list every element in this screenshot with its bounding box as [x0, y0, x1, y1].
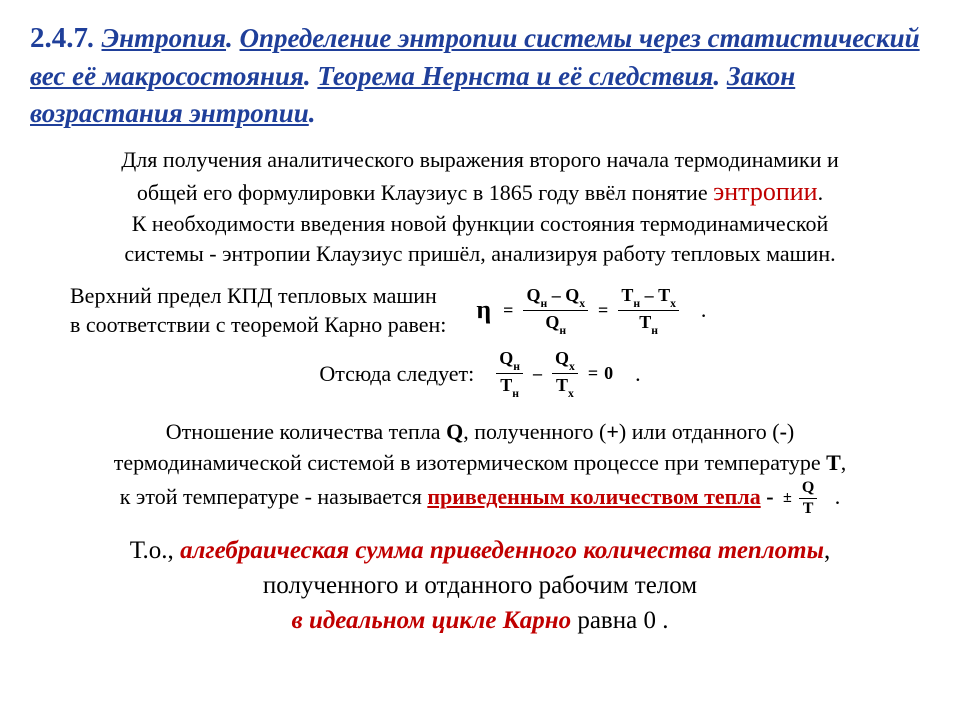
frac-qh-th: Qн Tн	[496, 348, 523, 399]
carnot-block: Верхний предел КПД тепловых машин в соот…	[70, 281, 930, 340]
rel-1a: Отношение количества тепла	[166, 419, 446, 444]
rel-Q: Q	[446, 419, 463, 444]
intro-line-4: системы - энтропии Клаузиус пришёл, анал…	[124, 241, 835, 266]
summary-tail: равна 0 .	[571, 607, 668, 634]
eta-symbol: η	[476, 295, 491, 325]
rel-3b: -	[761, 484, 779, 509]
zero: 0	[604, 363, 613, 384]
minus-op: –	[533, 363, 542, 384]
follows-text: Отсюда следует:	[319, 361, 474, 387]
intro-line-3: К необходимости введения новой функции с…	[132, 211, 829, 236]
frac-q: Qн – Qх Qн	[523, 285, 588, 336]
eta-period: .	[701, 297, 707, 323]
frac-q-bar	[523, 310, 588, 311]
heading-sep-3: .	[713, 61, 727, 91]
slide-page: 2.4.7. Энтропия. Определение энтропии си…	[0, 0, 960, 720]
equals-3: =	[588, 363, 598, 384]
summary-paragraph: Т.о., алгебраическая сумма приведенного …	[30, 533, 930, 638]
eta-formula: η = Qн – Qх Qн = Tн – Tх Tн .	[476, 285, 706, 336]
equals-1: =	[503, 300, 513, 321]
equals-2: =	[598, 300, 608, 321]
summary-comma: ,	[824, 537, 830, 564]
qt-formula: ± Q T	[783, 479, 821, 519]
rel-plus: +	[606, 419, 619, 444]
summary-line-1: алгебраическая сумма приведенного количе…	[180, 537, 824, 564]
heading-dot: .	[88, 23, 102, 53]
intro-line-1: Для получения аналитического выражения в…	[121, 147, 839, 172]
frac-qc-tc: Qх Tх	[552, 348, 578, 399]
intro-line-2b: .	[818, 180, 824, 205]
rel-1b: , полученного (	[463, 419, 606, 444]
intro-paragraph: Для получения аналитического выражения в…	[30, 145, 930, 269]
relation-paragraph: Отношение количества тепла Q, полученног…	[30, 417, 930, 518]
summary-line-2: полученного и отданного рабочим телом	[263, 572, 697, 599]
frac-qt: Q T	[799, 479, 817, 519]
rel-1d: )	[787, 419, 794, 444]
carnot-line-1: Верхний предел КПД тепловых машин	[70, 283, 437, 308]
frac-q-num: Qн – Qх	[523, 285, 588, 309]
heading-sep-4: .	[309, 98, 316, 128]
rel-T: T	[826, 450, 841, 475]
carnot-row: Верхний предел КПД тепловых машин в соот…	[70, 281, 930, 340]
slide-heading: 2.4.7. Энтропия. Определение энтропии си…	[30, 18, 930, 133]
heading-sep-2: .	[304, 61, 318, 91]
frac-t-bar	[618, 310, 679, 311]
heading-sep-1: .	[226, 23, 240, 53]
heading-part-3: Теорема Нернста и её следствия	[317, 61, 713, 91]
rel-2a: термодинамической системой в изотермичес…	[114, 450, 826, 475]
pm-sign: ±	[783, 487, 792, 509]
rel-1c: ) или отданного (	[619, 419, 780, 444]
rel-3a: к этой температуре - называется	[120, 484, 428, 509]
entropy-highlight: энтропии	[713, 177, 818, 206]
rel-period: .	[835, 484, 841, 509]
frac-q-den: Qн	[542, 312, 569, 336]
follows-formula: Qн Tн – Qх Tх = 0 .	[492, 348, 640, 399]
rel-minus: -	[780, 419, 787, 444]
follows-period: .	[635, 361, 641, 387]
follows-row: Отсюда следует: Qн Tн – Qх Tх = 0 .	[30, 348, 930, 399]
rel-2b: ,	[841, 450, 847, 475]
frac-t-num: Tн – Tх	[618, 285, 679, 309]
frac-t-den: Tн	[636, 312, 661, 336]
summary-line-3: в идеальном цикле Карно	[292, 607, 572, 634]
section-number: 2.4.7	[30, 22, 88, 54]
intro-line-2a: общей его формулировки Клаузиус в 1865 г…	[137, 180, 713, 205]
carnot-text: Верхний предел КПД тепловых машин в соот…	[70, 281, 446, 340]
reduced-heat-term: приведенным количеством тепла	[427, 484, 760, 509]
carnot-line-2: в соответствии с теоремой Карно равен:	[70, 312, 446, 337]
frac-t: Tн – Tх Tн	[618, 285, 679, 336]
heading-part-1: Энтропия	[102, 23, 227, 53]
summary-pre: Т.о.,	[130, 537, 180, 564]
